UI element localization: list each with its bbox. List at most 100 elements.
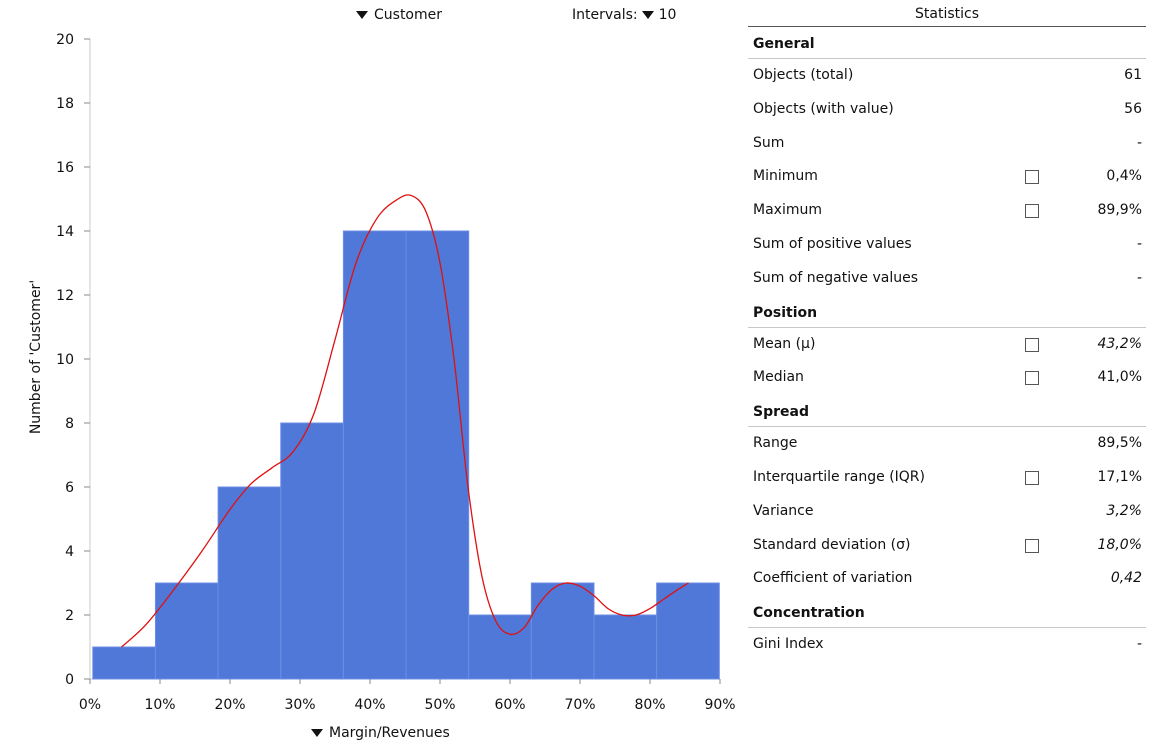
stats-row-value: 3,2% [1106,502,1142,519]
show-in-chart-checkbox[interactable] [1025,337,1039,352]
stats-row-value: - [1136,269,1142,286]
stats-row: Gini Index - [748,628,1146,662]
stats-row-label: Objects (with value) [753,100,894,117]
stats-row-value: 89,9% [1097,202,1142,219]
stats-row-label: Range [753,435,798,452]
histogram-bar [154,582,219,680]
x-axis-label: Margin/Revenues [329,725,450,741]
y-tick-label: 8 [65,416,74,432]
stats-group-header: Position [748,296,1146,328]
show-in-chart-checkbox[interactable] [1025,204,1039,219]
x-axis-ticks: 0% 10% 20% 30% 40% 50% 60% 70% 80% 90% [79,679,736,713]
y-tick-label: 4 [65,544,74,560]
stats-row-value: 0,4% [1106,168,1142,185]
chevron-down-icon [356,11,368,19]
stats-row-value: - [1136,636,1142,653]
stats-row-label: Minimum [753,168,818,185]
stats-row-label: Sum of positive values [753,235,912,252]
stats-row: Objects (with value) 56 [748,93,1146,127]
histogram-bar [468,614,532,680]
series-selector-label: Customer [374,7,443,23]
intervals-value: 10 [658,7,677,23]
x-tick-label: 90% [704,697,735,713]
y-axis-label: Number of 'Customer' [28,280,44,434]
y-axis-ticks: 0 2 4 6 8 10 12 14 16 18 20 [56,32,90,688]
stats-row: Variance 3,2% [748,495,1146,529]
stats-row-label: Mean (μ) [753,335,816,352]
histogram-bar [92,646,156,680]
stats-row: Sum of negative values - [748,262,1146,296]
stats-group-header: Spread [748,395,1146,428]
stats-row-label: Standard deviation (σ) [753,536,911,553]
stats-row: Sum - [748,127,1146,161]
stats-row: Maximum 89,9% [748,194,1146,228]
stats-row-label: Median [753,369,804,386]
histogram-bar [280,422,344,680]
x-tick-label: 30% [284,697,315,713]
statistics-panel: Statistics General Objects (total) 61 Objec… [748,0,1146,662]
show-in-chart-checkbox[interactable] [1025,538,1039,553]
statistics-table: General Objects (total) 61 Objects (with va… [748,27,1146,662]
histogram-bar [593,614,658,680]
y-tick-label: 0 [65,672,74,688]
stats-row-value: 43,2% [1097,335,1142,352]
stats-row-value: 17,1% [1097,468,1142,485]
stats-row: Coefficient of variation 0,42 [748,562,1146,596]
stats-row: Mean (μ) 43,2% [748,328,1146,362]
stats-row-value: 0,42 [1110,570,1142,587]
show-in-chart-checkbox[interactable] [1025,170,1039,185]
x-axis-selector[interactable]: Margin/Revenues [311,725,450,741]
stats-row: Interquartile range (IQR) 17,1% [748,461,1146,495]
stats-row: Range 89,5% [748,427,1146,461]
x-tick-label: 0% [79,697,101,713]
show-in-chart-checkbox[interactable] [1025,371,1039,386]
stats-row-label: Coefficient of variation [753,570,913,587]
stats-row-label: Sum of negative values [753,269,919,286]
y-tick-label: 14 [56,224,74,240]
histogram-bar [217,486,282,680]
stats-row-value: 41,0% [1097,369,1142,386]
y-tick-label: 16 [56,160,74,176]
show-in-chart-checkbox[interactable] [1025,470,1039,485]
intervals-control[interactable]: Intervals: 10 [572,7,676,23]
stats-row-label: Maximum [753,202,822,219]
x-tick-label: 20% [214,697,245,713]
statistics-title: Statistics [748,0,1146,27]
histogram-bar [530,582,595,680]
y-tick-label: 12 [56,288,74,304]
stats-group-header: Concentration [748,596,1146,629]
stats-row: Median 41,0% [748,361,1146,395]
x-tick-label: 60% [494,697,525,713]
stats-row-label: Variance [753,502,814,519]
density-curve-layer [121,194,689,648]
x-tick-label: 80% [634,697,665,713]
histogram-bar [656,582,720,680]
y-tick-label: 2 [65,608,74,624]
stats-group-header: General [748,27,1146,59]
stats-row-value: 61 [1124,67,1142,83]
y-tick-label: 20 [56,32,74,48]
density-curve [121,194,689,648]
histogram-bars [92,230,720,680]
stats-row: Minimum 0,4% [748,160,1146,194]
chevron-down-icon [311,729,323,737]
stats-row-value: 56 [1124,100,1142,117]
stats-row: Objects (total) 61 [748,59,1146,93]
histogram-bar [405,230,470,680]
stats-row-value: 18,0% [1097,536,1142,553]
series-selector[interactable]: Customer [356,7,442,23]
stats-row-value: - [1136,235,1142,252]
histogram-bar [342,230,407,680]
intervals-label: Intervals: [572,7,638,23]
stats-row: Standard deviation (σ) 18,0% [748,529,1146,563]
stats-row-label: Interquartile range (IQR) [753,468,925,485]
x-tick-label: 50% [424,697,455,713]
x-tick-label: 10% [144,697,175,713]
histogram-chart: 0 2 4 6 8 10 12 14 16 18 20 0% 10% 20% 30% 40% 50% 60% 70… [28,32,736,713]
stats-row-label: Sum [753,134,785,151]
x-tick-label: 40% [354,697,385,713]
y-tick-label: 6 [65,480,74,496]
x-tick-label: 70% [564,697,595,713]
y-tick-label: 10 [56,352,74,368]
chevron-down-icon [641,11,654,19]
